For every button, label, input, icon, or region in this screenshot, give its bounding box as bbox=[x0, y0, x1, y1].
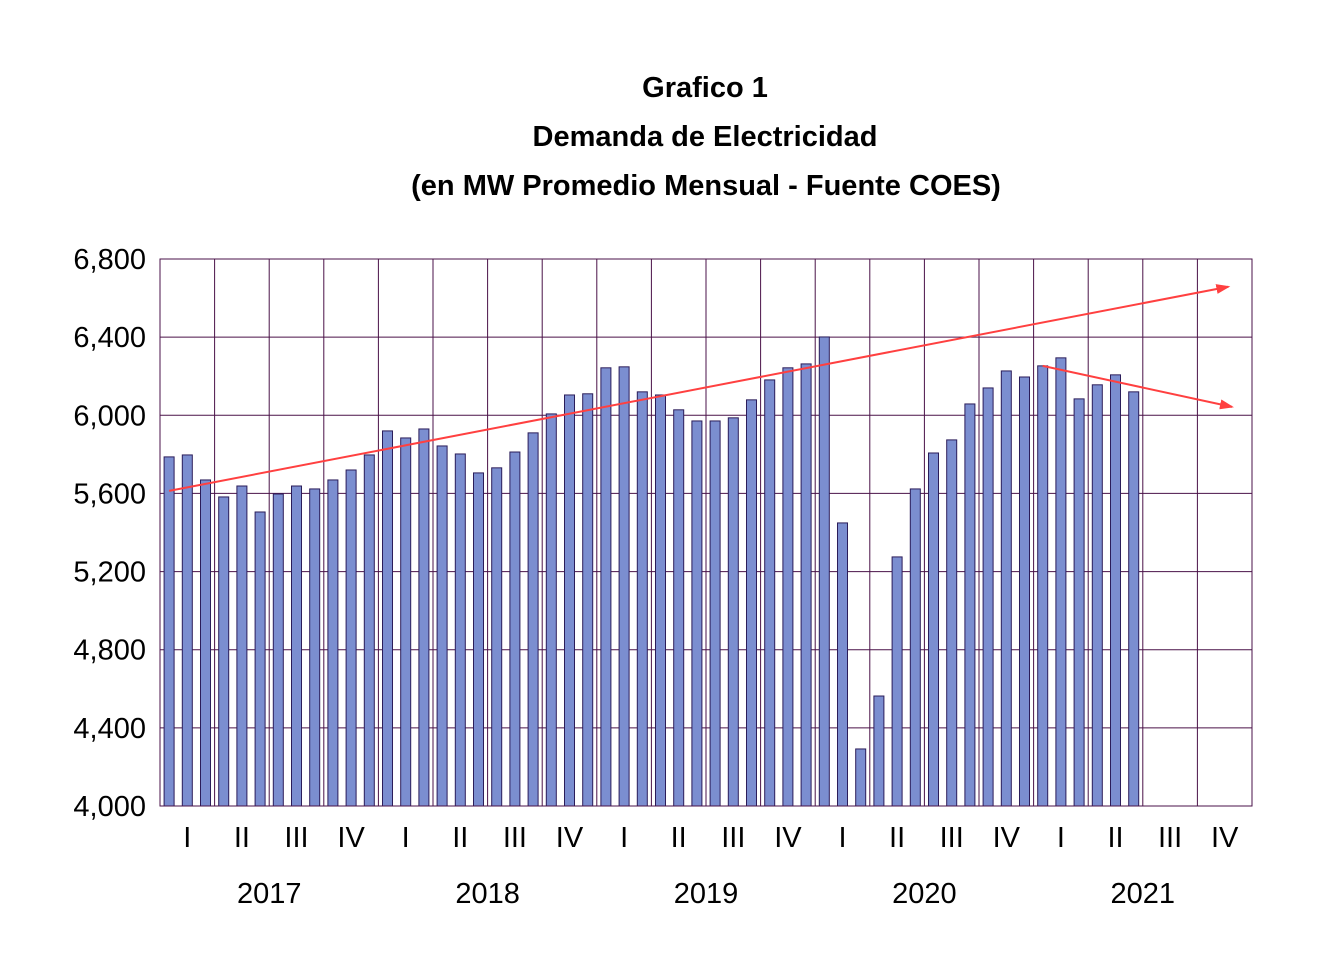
y-tick-label: 4,400 bbox=[73, 713, 146, 745]
bar bbox=[964, 403, 976, 807]
chart-title: Grafico 1 bbox=[642, 72, 768, 104]
y-tick-label: 6,000 bbox=[73, 400, 146, 432]
x-tick-quarter-label: I bbox=[183, 822, 191, 854]
bar bbox=[855, 748, 867, 807]
bar bbox=[727, 417, 739, 807]
bar bbox=[436, 445, 448, 807]
bar bbox=[400, 437, 412, 807]
x-tick-quarter-label: IV bbox=[337, 822, 365, 854]
y-tick-label: 4,000 bbox=[73, 791, 146, 823]
x-tick-quarter-label: II bbox=[889, 822, 905, 854]
chart-subtitle: Demanda de Electricidad bbox=[532, 121, 878, 153]
bar bbox=[982, 387, 994, 807]
bar bbox=[381, 430, 394, 807]
bar bbox=[891, 556, 903, 807]
bar bbox=[764, 379, 776, 807]
bar bbox=[1055, 357, 1067, 807]
x-tick-quarter-label: II bbox=[1107, 822, 1123, 854]
bar bbox=[800, 363, 812, 807]
x-tick-quarter-label: III bbox=[503, 822, 527, 854]
bar bbox=[673, 409, 685, 807]
x-tick-quarter-label: I bbox=[620, 822, 628, 854]
bar bbox=[327, 479, 339, 807]
bar bbox=[345, 469, 357, 807]
bar bbox=[199, 479, 212, 807]
bar bbox=[1128, 391, 1140, 807]
x-tick-quarter-label: III bbox=[1158, 822, 1182, 854]
bar bbox=[582, 393, 594, 807]
bar bbox=[545, 413, 557, 807]
bar bbox=[527, 432, 539, 807]
bar bbox=[618, 366, 630, 807]
bar bbox=[218, 496, 230, 807]
bar bbox=[454, 453, 466, 807]
bar bbox=[654, 394, 667, 807]
bar bbox=[309, 488, 321, 807]
x-tick-quarter-label: IV bbox=[993, 822, 1021, 854]
x-tick-quarter-label: III bbox=[721, 822, 745, 854]
bar bbox=[909, 488, 921, 807]
y-tick-label: 6,400 bbox=[73, 322, 146, 354]
bar bbox=[1037, 365, 1049, 807]
bar bbox=[472, 472, 485, 807]
bar bbox=[163, 456, 175, 807]
bar bbox=[254, 511, 266, 807]
x-tick-quarter-label: I bbox=[838, 822, 846, 854]
plot-area-border bbox=[159, 258, 1253, 807]
x-tick-quarter-label: III bbox=[284, 822, 308, 854]
x-tick-quarter-label: I bbox=[402, 822, 410, 854]
bar bbox=[418, 428, 430, 807]
x-tick-quarter-label: II bbox=[234, 822, 250, 854]
y-tick-label: 5,600 bbox=[73, 478, 146, 510]
bar bbox=[1018, 376, 1031, 807]
x-tick-quarter-label: IV bbox=[556, 822, 584, 854]
y-tick-label: 4,800 bbox=[73, 635, 146, 667]
y-tick-label: 6,800 bbox=[73, 244, 146, 276]
chart-units-note: (en MW Promedio Mensual - Fuente COES) bbox=[411, 170, 1001, 202]
bar bbox=[491, 467, 503, 807]
x-tick-year-label: 2021 bbox=[1111, 878, 1176, 910]
bar bbox=[181, 454, 193, 807]
x-tick-quarter-label: I bbox=[1057, 822, 1065, 854]
bar bbox=[563, 394, 576, 807]
bar bbox=[836, 522, 849, 807]
bar bbox=[290, 485, 303, 807]
bar bbox=[1073, 398, 1085, 807]
trend-arrow bbox=[168, 284, 1231, 492]
bar bbox=[691, 420, 703, 807]
bar bbox=[509, 451, 521, 807]
x-tick-quarter-label: IV bbox=[1211, 822, 1239, 854]
bar bbox=[363, 454, 375, 807]
x-tick-year-label: 2018 bbox=[455, 878, 520, 910]
bar bbox=[873, 695, 885, 807]
x-tick-quarter-label: II bbox=[452, 822, 468, 854]
bar bbox=[782, 367, 794, 807]
x-tick-quarter-label: IV bbox=[774, 822, 802, 854]
bar bbox=[818, 336, 830, 807]
x-tick-year-label: 2019 bbox=[674, 878, 739, 910]
x-tick-year-label: 2020 bbox=[892, 878, 957, 910]
trend-arrow bbox=[1042, 364, 1234, 410]
bar bbox=[1109, 374, 1122, 807]
bar bbox=[636, 391, 648, 807]
bar bbox=[1000, 370, 1012, 807]
bar bbox=[709, 420, 721, 807]
bar bbox=[236, 485, 248, 807]
x-tick-quarter-label: III bbox=[940, 822, 964, 854]
y-tick-label: 5,200 bbox=[73, 557, 146, 589]
x-tick-quarter-label: II bbox=[671, 822, 687, 854]
bar bbox=[272, 493, 284, 807]
bar bbox=[600, 367, 612, 807]
x-tick-year-label: 2017 bbox=[237, 878, 302, 910]
bar bbox=[745, 399, 758, 807]
bar bbox=[1091, 384, 1103, 807]
bar bbox=[927, 452, 940, 807]
bar bbox=[946, 439, 958, 807]
